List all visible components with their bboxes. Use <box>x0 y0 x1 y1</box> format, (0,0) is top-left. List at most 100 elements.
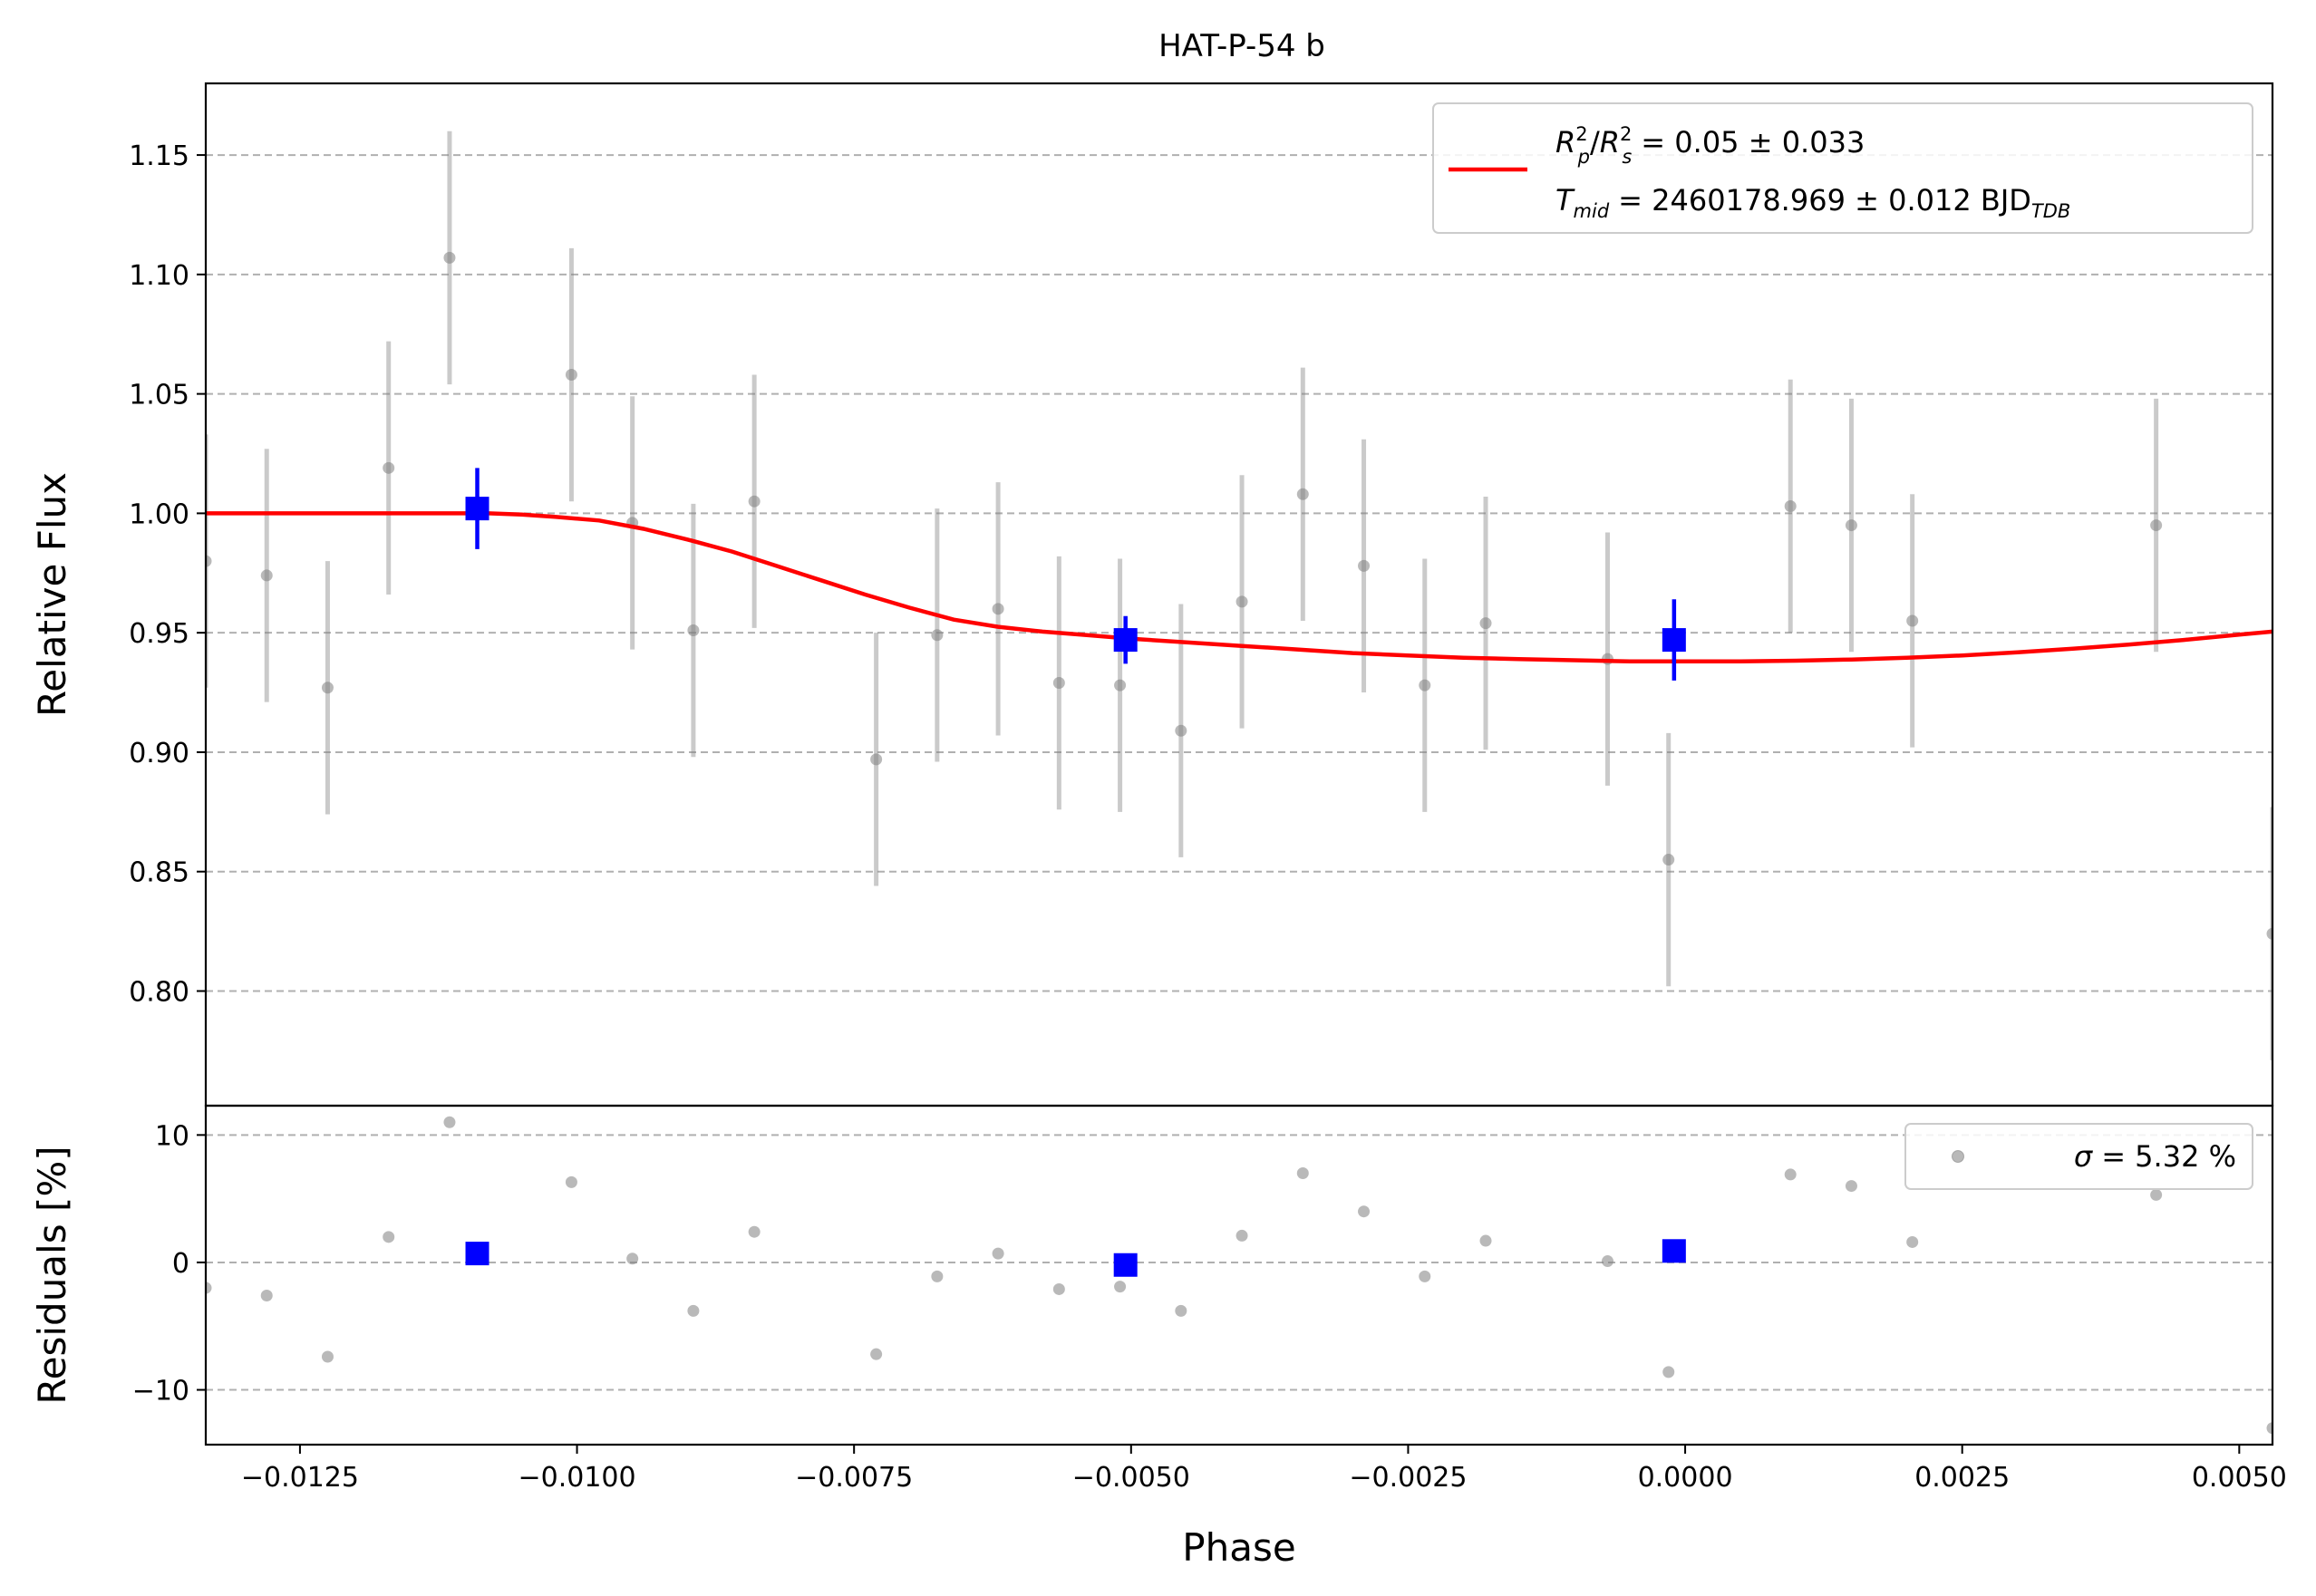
flux-data-point <box>383 461 395 474</box>
x-tick-label: −0.0050 <box>1072 1462 1190 1494</box>
residual-point <box>383 1231 395 1243</box>
residuals-legend: σ = 5.32 % <box>1904 1123 2253 1190</box>
flux-panel: 0.80 0.85 0.90 0.95 1.00 1.05 1.10 1.15 R2 p/R2 s… <box>129 82 2274 1108</box>
residuals-y-tick-label: −10 <box>132 1376 189 1407</box>
binned-residual-point <box>1662 1239 1686 1263</box>
residual-point <box>1479 1234 1492 1247</box>
residual-point <box>1296 1167 1309 1180</box>
flux-y-tick-label: 1.05 <box>129 380 189 411</box>
flux-data-point <box>565 369 577 382</box>
flux-data-point <box>992 603 1004 615</box>
flux-y-tick-label: 1.00 <box>129 498 189 530</box>
flux-data-point <box>1662 854 1675 866</box>
residuals-y-tick-label: 10 <box>155 1120 189 1152</box>
flux-y-tick-label: 0.80 <box>129 976 189 1008</box>
flux-data-point <box>1052 677 1065 690</box>
legend-radius-ratio: R2 p/R2 s = 0.05 ± 0.033 <box>1555 123 1865 168</box>
residual-point <box>1662 1366 1675 1378</box>
flux-y-ticks: 0.80 0.85 0.90 0.95 1.00 1.05 1.10 1.15 <box>129 140 206 1008</box>
residuals-legend-box <box>1904 1123 2253 1190</box>
flux-data-point <box>870 753 883 766</box>
binned-flux-point <box>1662 628 1686 653</box>
flux-data-point <box>321 682 334 694</box>
flux-data-point <box>931 629 944 642</box>
residual-point <box>1784 1168 1797 1181</box>
x-tick-label: 0.0025 <box>1914 1462 2010 1494</box>
residual-point <box>1419 1270 1431 1282</box>
residual-point <box>1358 1205 1371 1218</box>
binned-residual-point <box>465 1242 489 1266</box>
residual-point <box>931 1270 944 1282</box>
residual-point <box>1052 1282 1065 1295</box>
binned-residual-point <box>1113 1253 1138 1277</box>
flux-raw-points <box>206 131 2272 1060</box>
legend-residual-marker <box>1952 1150 1964 1163</box>
x-axis-label: Phase <box>1182 1525 1295 1570</box>
residuals-panel: −10 0 10 σ = 5.32 % <box>132 1104 2274 1446</box>
flux-data-point <box>1358 559 1371 572</box>
flux-data-point <box>1296 488 1309 500</box>
flux-data-point <box>1784 499 1797 512</box>
transit-model-line <box>206 511 2272 664</box>
residual-point <box>992 1247 1004 1260</box>
flux-y-tick-label: 0.95 <box>129 618 189 650</box>
residual-point <box>1906 1235 1919 1248</box>
residual-point <box>206 1282 212 1294</box>
phase-x-ticks: −0.0125 −0.0100 −0.0075 −0.0050 −0.0025 0.000… <box>241 1445 2287 1494</box>
flux-data-point <box>1845 519 1857 532</box>
flux-binned-points <box>465 468 1686 681</box>
flux-data-point <box>206 555 212 567</box>
flux-data-point <box>260 569 273 582</box>
x-tick-label: −0.0125 <box>241 1462 359 1494</box>
x-tick-label: 0.0000 <box>1638 1462 1733 1494</box>
binned-flux-point <box>465 497 489 521</box>
flux-data-point <box>1236 595 1248 608</box>
x-tick-label: −0.0075 <box>795 1462 913 1494</box>
flux-data-point <box>1906 614 1919 627</box>
flux-data-point <box>1479 617 1492 630</box>
flux-data-point <box>443 251 456 264</box>
flux-data-point <box>1114 679 1127 692</box>
x-tick-label: −0.0025 <box>1349 1462 1467 1494</box>
flux-y-tick-label: 0.90 <box>129 738 189 769</box>
residual-point <box>1236 1229 1248 1242</box>
residual-point <box>687 1304 700 1317</box>
flux-legend-box <box>1432 102 2253 234</box>
residual-point <box>443 1116 456 1128</box>
binned-flux-point <box>1113 628 1138 653</box>
x-tick-label: 0.0050 <box>2192 1462 2287 1494</box>
flux-y-tick-label: 1.15 <box>129 140 189 172</box>
x-tick-label: −0.0100 <box>518 1462 635 1494</box>
residual-point <box>870 1348 883 1360</box>
residual-point <box>626 1253 639 1265</box>
flux-data-point <box>748 495 761 508</box>
residuals-y-axis-label: Residuals [%] <box>30 1146 74 1404</box>
residual-point <box>2150 1188 2163 1201</box>
residual-point <box>1845 1180 1857 1193</box>
flux-y-tick-label: 0.85 <box>129 857 189 889</box>
flux-data-point <box>687 624 700 637</box>
flux-data-point <box>1175 724 1187 737</box>
residual-point <box>748 1225 761 1238</box>
flux-y-axis-label: Relative Flux <box>30 472 74 717</box>
residuals-binned-points <box>465 1239 1686 1277</box>
residual-point <box>1175 1304 1187 1317</box>
flux-data-point <box>1419 679 1431 692</box>
residual-point <box>260 1289 273 1301</box>
flux-data-point <box>2150 519 2163 532</box>
residual-point <box>321 1350 334 1363</box>
residuals-panel-frame <box>204 1104 2274 1446</box>
flux-data-point <box>2266 927 2272 940</box>
residuals-y-tick-label: 0 <box>172 1248 189 1280</box>
residual-point <box>1601 1255 1613 1268</box>
residual-point <box>2266 1422 2272 1435</box>
legend-sigma: σ = 5.32 % <box>2074 1139 2236 1174</box>
residuals-raw-points <box>206 1116 2272 1435</box>
residual-point <box>1114 1281 1127 1293</box>
flux-y-tick-label: 1.10 <box>129 260 189 292</box>
flux-legend: R2 p/R2 s = 0.05 ± 0.033 Tmid = 2460178.969 … <box>1432 102 2253 234</box>
chart-title: HAT-P-54 b <box>1158 28 1325 64</box>
legend-mid-transit-time: Tmid = 2460178.969 ± 0.012 BJDTDB <box>1555 183 2070 222</box>
